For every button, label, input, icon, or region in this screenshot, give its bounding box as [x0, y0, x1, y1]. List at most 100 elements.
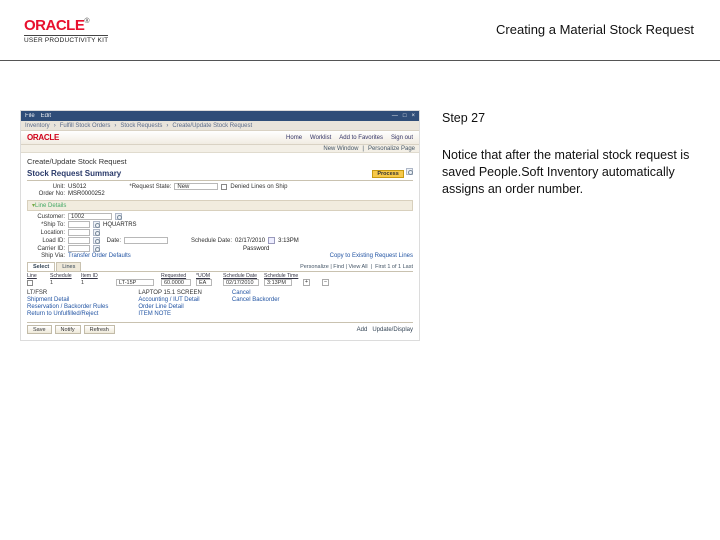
row-schedule: 1 — [81, 280, 115, 286]
line-details-label: Line Details — [35, 203, 66, 209]
table-row: 1 1 LT-15P 60.0000 EA 02/17/2010 3:13PM … — [27, 279, 413, 286]
shipto-label: *Ship To: — [27, 222, 65, 228]
link-itemnote[interactable]: ITEM NOTE — [138, 311, 201, 317]
carrier-label: Carrier ID: — [27, 246, 65, 252]
link-home[interactable]: Home — [286, 135, 302, 141]
notify-button[interactable]: Notify — [55, 325, 81, 334]
step-label: Step 27 — [442, 110, 692, 127]
menu-edit[interactable]: Edit — [41, 113, 51, 119]
brand-block: ORACLE® USER PRODUCTIVITY KIT — [24, 18, 108, 44]
link-fav[interactable]: Add to Favorites — [339, 135, 383, 141]
req-input[interactable]: 60.0000 — [161, 279, 191, 286]
page-footer: Save Notify Refresh Add Update/Display — [27, 322, 413, 334]
loadid-label: Load ID: — [27, 238, 65, 244]
menu-file[interactable]: File — [25, 113, 35, 119]
link-worklist[interactable]: Worklist — [310, 135, 331, 141]
close-icon[interactable]: × — [411, 113, 415, 119]
carrier-input[interactable] — [68, 245, 90, 252]
denied-checkbox[interactable] — [221, 184, 227, 190]
reqstate-select[interactable]: New — [174, 183, 218, 190]
brand-text: ORACLE — [24, 17, 84, 34]
grid-pager[interactable]: First 1 of 1 Last — [375, 264, 413, 270]
unit-value: US012 — [68, 184, 86, 190]
location-lookup-icon[interactable] — [93, 229, 100, 236]
personalize-link[interactable]: Personalize Page — [368, 146, 415, 152]
location-label: Location: — [27, 230, 65, 236]
schedule-time: 3:13PM — [278, 238, 299, 244]
crumb-1[interactable]: Inventory — [25, 123, 50, 129]
link-signout[interactable]: Sign out — [391, 135, 413, 141]
password-text: Password — [243, 246, 269, 252]
transfer-defaults-link[interactable]: Transfer Order Defaults — [68, 253, 131, 259]
save-button[interactable]: Save — [27, 325, 52, 334]
global-links: Home Worklist Add to Favorites Sign out — [286, 135, 413, 141]
location-input[interactable] — [68, 229, 90, 236]
loadid-input[interactable] — [68, 237, 90, 244]
crumb-4[interactable]: Create/Update Stock Request — [172, 123, 252, 129]
app-screenshot: File Edit — □ × Inventory› Fulfill Stock… — [20, 110, 420, 341]
customer-lookup-icon[interactable] — [115, 213, 122, 220]
panel-title: Stock Request Summary Process — [27, 168, 413, 181]
row-line: 1 — [50, 280, 80, 286]
process-button[interactable]: Process — [372, 170, 403, 178]
link-orderline[interactable]: Order Line Detail — [138, 304, 201, 310]
link-shipment[interactable]: Shipment Detail — [27, 297, 108, 303]
grid-tabs: Select Lines Personalize | Find | View A… — [27, 262, 413, 272]
link-return[interactable]: Return to Unfulfilled/Reject — [27, 311, 108, 317]
col-line: Line — [27, 273, 49, 279]
shipto-lookup-icon[interactable] — [93, 221, 100, 228]
oracle-mini-logo: ORACLE — [27, 133, 59, 142]
del-row-button[interactable]: − — [322, 279, 329, 286]
customer-label: Customer: — [27, 214, 65, 220]
link-accounting[interactable]: Accounting / IUT Detail — [138, 297, 201, 303]
page-body: Create/Update Stock Request Stock Reques… — [21, 153, 419, 340]
calendar-icon[interactable] — [268, 237, 275, 244]
stime-input[interactable]: 3:13PM — [264, 279, 292, 286]
header-divider — [0, 60, 720, 61]
loadid-lookup-icon[interactable] — [93, 237, 100, 244]
page-header: ORACLE® USER PRODUCTIVITY KIT Creating a… — [0, 18, 720, 58]
maximize-icon[interactable]: □ — [403, 113, 407, 119]
item-input[interactable]: LT-15P — [116, 279, 154, 286]
minimize-icon[interactable]: — — [392, 113, 398, 119]
link-cancel-backorder[interactable]: Cancel Backorder — [232, 297, 280, 303]
crumb-3[interactable]: Stock Requests — [120, 123, 162, 129]
schedule-date: 02/17/2010 — [235, 238, 265, 244]
upk-subline: USER PRODUCTIVITY KIT — [24, 35, 108, 44]
copy-lines-link[interactable]: Copy to Existing Request Lines — [330, 253, 413, 259]
new-window-link[interactable]: New Window — [323, 146, 358, 152]
link-cancel[interactable]: Cancel — [232, 290, 280, 296]
doc-title: Creating a Material Stock Request — [496, 22, 694, 37]
link-reservation[interactable]: Reservation / Backorder Rules — [27, 304, 108, 310]
add-row-button[interactable]: + — [303, 279, 310, 286]
customer-input[interactable]: 1002 — [68, 213, 112, 220]
breadcrumb: Inventory› Fulfill Stock Orders› Stock R… — [21, 121, 419, 131]
refresh-button[interactable]: Refresh — [84, 325, 115, 334]
detail-links: LT/FSR Shipment Detail Reservation / Bac… — [27, 290, 413, 317]
update-link[interactable]: Update/Display — [372, 327, 413, 333]
notify-icon[interactable] — [406, 168, 413, 175]
tab-select[interactable]: Select — [27, 262, 55, 271]
date-input[interactable] — [124, 237, 168, 244]
sdate-input[interactable]: 02/17/2010 — [223, 279, 259, 286]
content-area: File Edit — □ × Inventory› Fulfill Stock… — [20, 110, 696, 341]
page-title: Create/Update Stock Request — [27, 157, 413, 166]
crumb-2[interactable]: Fulfill Stock Orders — [60, 123, 111, 129]
screenshot-column: File Edit — □ × Inventory› Fulfill Stock… — [20, 110, 420, 341]
col-item: Item ID — [81, 273, 115, 279]
denied-label: Denied Lines on Ship — [230, 184, 287, 190]
date-label: Date: — [103, 238, 121, 244]
orderno-value: MSR0000252 — [68, 191, 105, 197]
carrier-lookup-icon[interactable] — [93, 245, 100, 252]
row-checkbox[interactable] — [27, 280, 33, 286]
grid-tools[interactable]: Personalize | Find | View All — [300, 264, 368, 270]
shipto-input[interactable] — [68, 221, 90, 228]
reqstate-label: *Request State: — [129, 184, 171, 190]
tab-lines[interactable]: Lines — [56, 262, 81, 271]
add-link[interactable]: Add — [357, 327, 368, 333]
orderno-label: Order No: — [27, 191, 65, 197]
page-tools: New Window| Personalize Page — [21, 145, 419, 153]
uom-input[interactable]: EA — [196, 279, 212, 286]
line-details-bar[interactable]: ▾ Line Details — [27, 200, 413, 211]
oracle-logo: ORACLE® — [24, 18, 108, 33]
